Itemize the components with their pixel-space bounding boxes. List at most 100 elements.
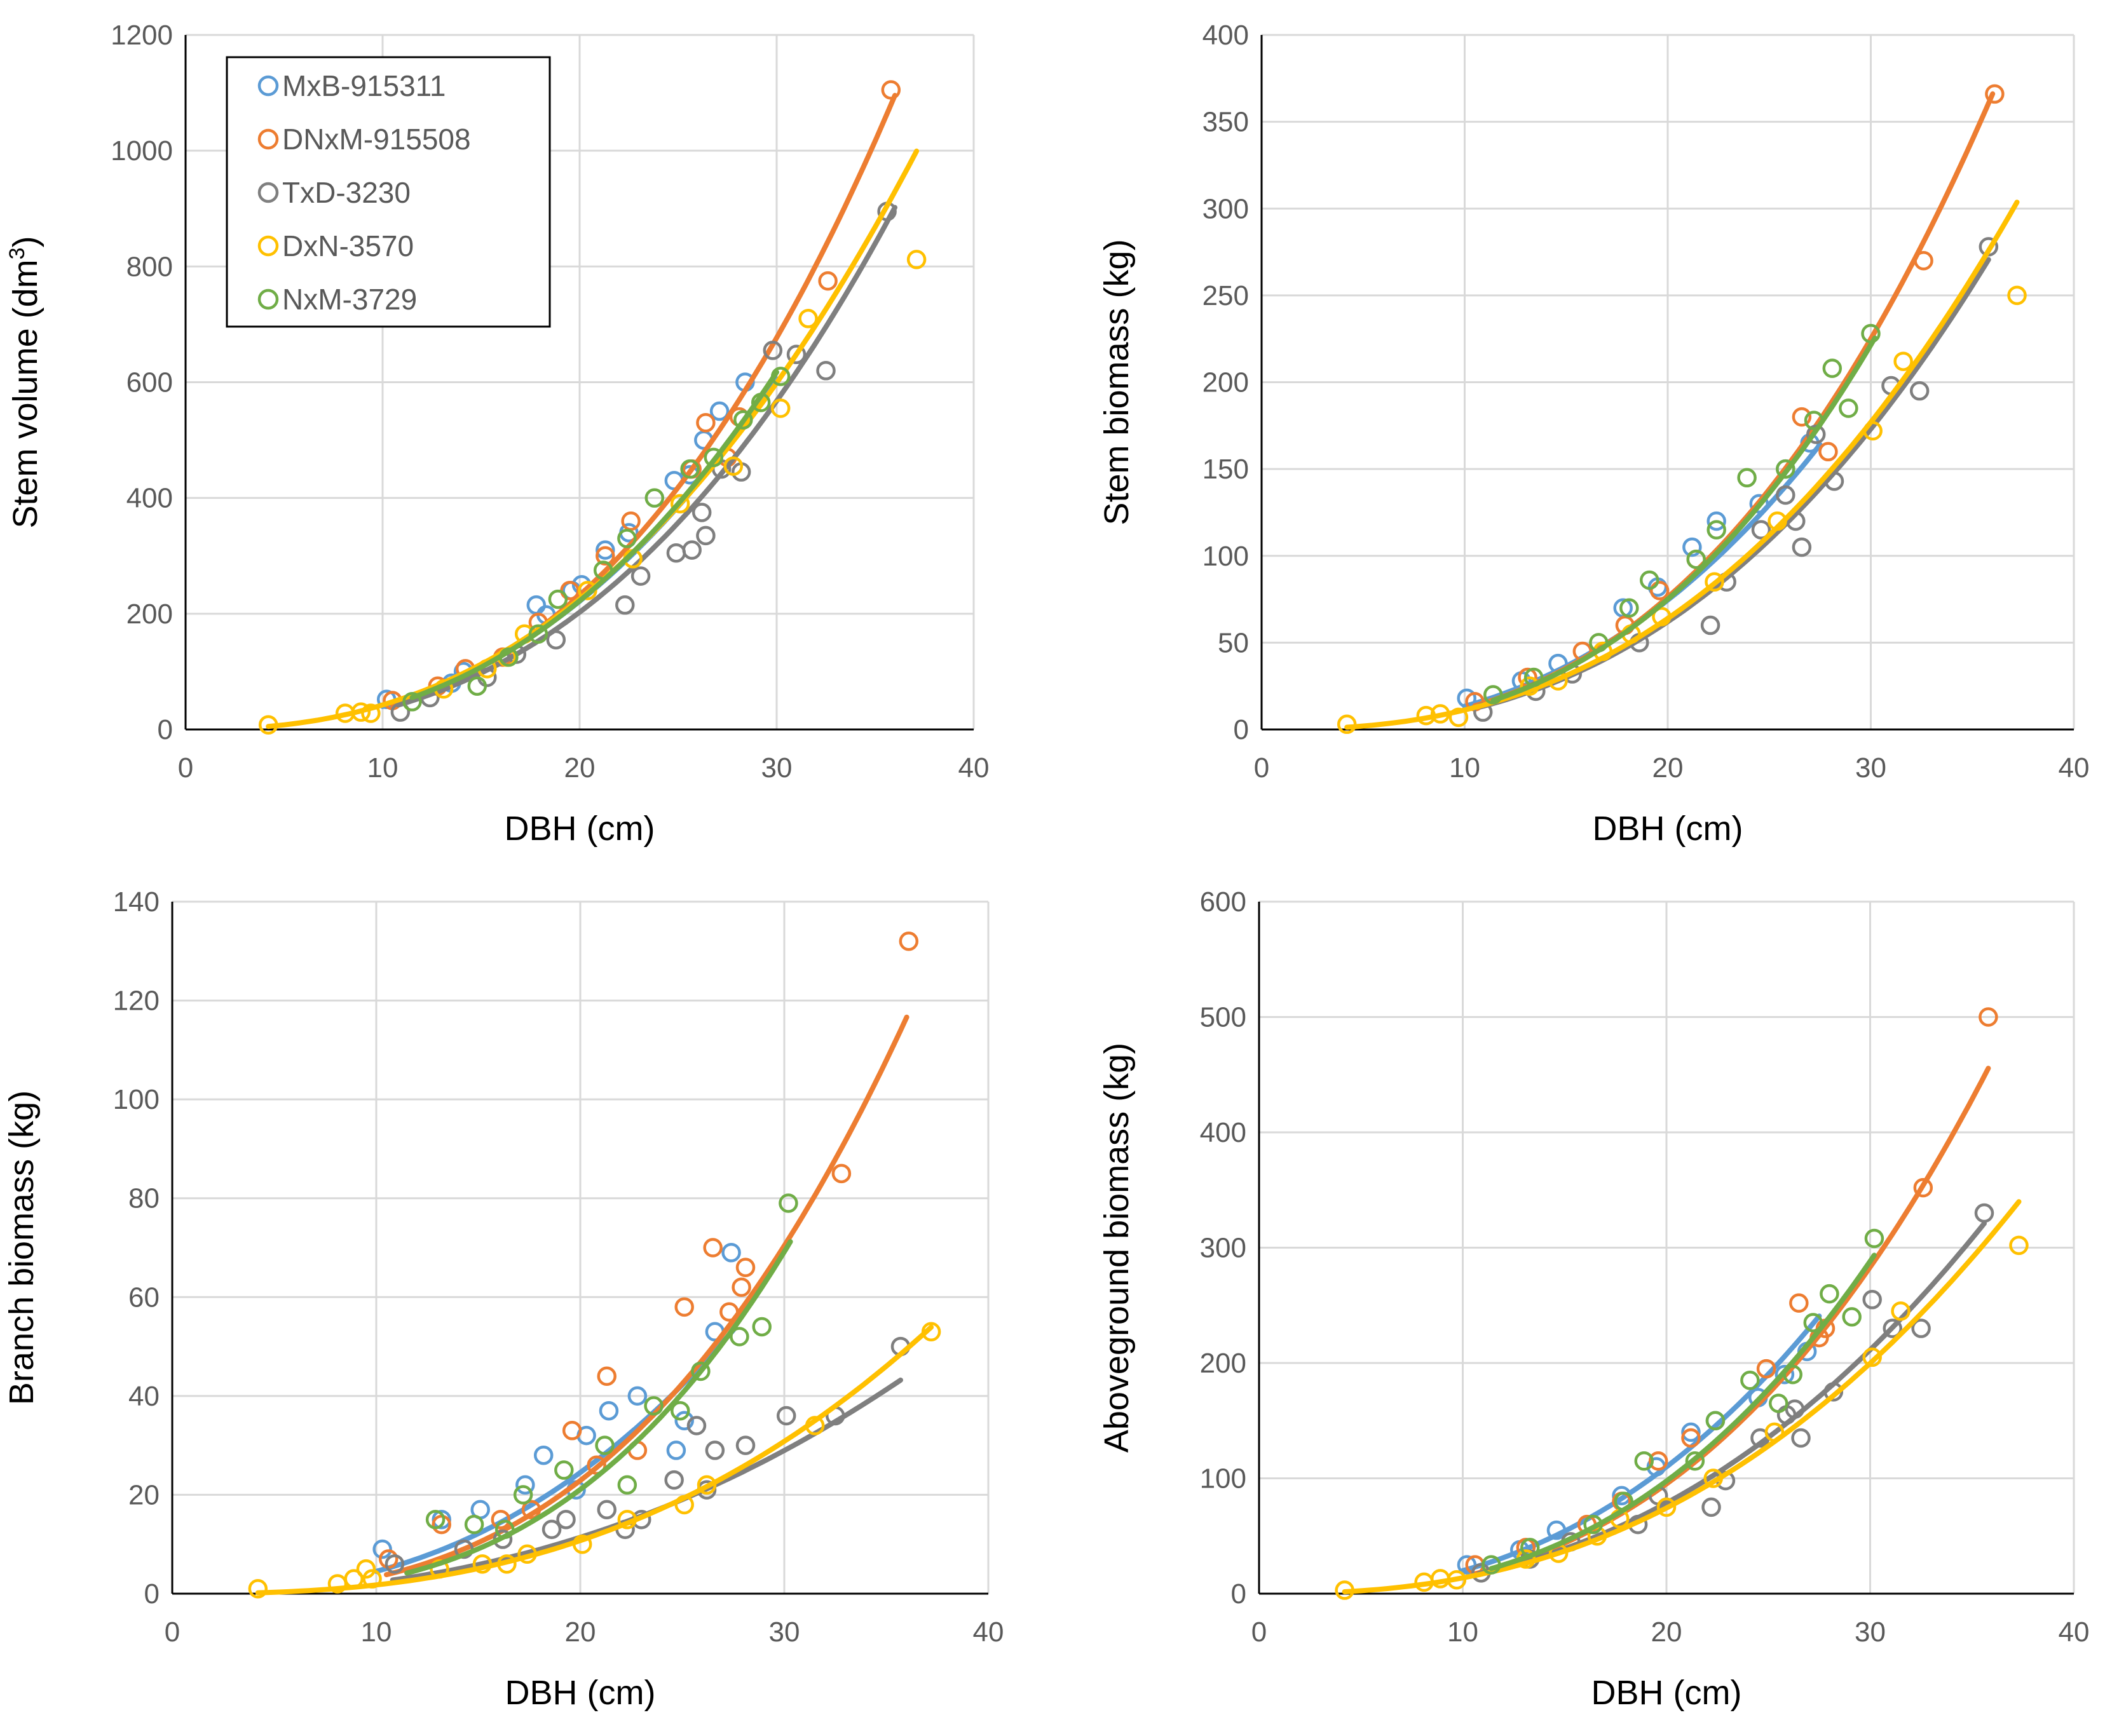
x-tick-label: 40 bbox=[2059, 752, 2090, 783]
y-axis-title-tail: ) bbox=[6, 236, 44, 247]
data-point bbox=[705, 1441, 725, 1460]
data-point bbox=[1891, 1301, 1911, 1321]
y-tick-label: 140 bbox=[113, 886, 160, 918]
data-point bbox=[1686, 549, 1706, 569]
data-point bbox=[1842, 1307, 1862, 1327]
data-point bbox=[248, 1578, 268, 1599]
data-point bbox=[546, 630, 566, 650]
data-point bbox=[2007, 285, 2027, 306]
data-point bbox=[599, 1400, 619, 1421]
data-point bbox=[1792, 407, 1812, 427]
y-tick-label: 40 bbox=[128, 1381, 160, 1412]
data-point bbox=[356, 1559, 376, 1579]
data-point bbox=[390, 702, 411, 722]
data-point bbox=[686, 1416, 707, 1435]
data-point bbox=[572, 1534, 592, 1554]
data-point bbox=[1335, 1580, 1354, 1600]
data-point bbox=[627, 1386, 648, 1406]
data-point bbox=[526, 595, 547, 615]
data-point bbox=[1681, 1422, 1701, 1442]
data-point bbox=[798, 309, 818, 329]
data-point bbox=[494, 1519, 515, 1540]
data-point bbox=[402, 692, 422, 712]
fit-curve-dxn-3570 bbox=[1344, 200, 2020, 730]
data-point bbox=[1634, 1451, 1654, 1471]
data-point bbox=[818, 271, 838, 291]
series-mxb-915311 bbox=[1457, 433, 1823, 709]
data-point bbox=[1911, 1319, 1931, 1338]
data-point bbox=[786, 344, 807, 365]
data-point bbox=[425, 1510, 446, 1529]
data-point bbox=[467, 676, 487, 696]
y-tick-label: 300 bbox=[1200, 1233, 1246, 1264]
data-point bbox=[497, 1554, 517, 1574]
data-point bbox=[1700, 615, 1720, 635]
fit-curve-dnxm-915508 bbox=[384, 1014, 909, 1578]
series-mxb-915311 bbox=[376, 372, 779, 709]
data-point bbox=[513, 1485, 533, 1505]
data-point bbox=[696, 526, 716, 546]
data-point bbox=[1909, 381, 1930, 401]
data-point bbox=[1520, 1538, 1540, 1557]
x-tick-label: 0 bbox=[1251, 1617, 1267, 1648]
data-point bbox=[899, 931, 919, 951]
data-point bbox=[1776, 485, 1795, 505]
legend-marker bbox=[257, 75, 279, 97]
y-tick-label: 100 bbox=[1202, 541, 1249, 572]
data-point bbox=[1656, 1497, 1677, 1517]
y-tick-label: 400 bbox=[1202, 20, 1249, 51]
fit-curve-nxm-3729 bbox=[1490, 336, 1877, 703]
data-point bbox=[2009, 1235, 2029, 1256]
data-point bbox=[362, 1569, 382, 1589]
data-point bbox=[1583, 1514, 1603, 1535]
x-tick-label: 20 bbox=[1651, 1617, 1682, 1648]
x-axis-title: DBH (cm) bbox=[1593, 810, 1743, 848]
data-point bbox=[1822, 358, 1843, 378]
y-tick-label: 250 bbox=[1202, 280, 1249, 311]
series-nxm-3729 bbox=[402, 367, 791, 712]
data-point bbox=[1681, 1428, 1701, 1448]
data-point bbox=[816, 361, 836, 381]
data-point bbox=[703, 1238, 723, 1258]
data-point bbox=[517, 1544, 537, 1564]
data-point bbox=[1614, 1491, 1633, 1512]
y-tick-label: 200 bbox=[1200, 1348, 1246, 1379]
x-tick-label: 30 bbox=[1855, 752, 1886, 783]
gridlines bbox=[1259, 900, 2075, 1594]
legend: MxB-915311 DNxM-915508 TxD-3230 DxN-3570 NxM… bbox=[226, 56, 551, 328]
data-point bbox=[671, 1400, 690, 1421]
y-tick-label: 800 bbox=[126, 251, 173, 282]
chart-panel-branch-biomass: 0 20 40 60 80 100 120 140 0 10 20 30 40 DBH (cm) Branc… bbox=[3, 886, 1004, 1712]
x-axis-title: DBH (cm) bbox=[505, 810, 655, 848]
data-point bbox=[644, 488, 665, 508]
y-tick-label: 100 bbox=[113, 1084, 160, 1115]
y-tick-label: 0 bbox=[1231, 1578, 1246, 1610]
data-point bbox=[554, 1460, 574, 1480]
x-tick-label: 10 bbox=[1449, 752, 1480, 783]
data-point bbox=[763, 341, 783, 360]
x-tick-label: 40 bbox=[973, 1617, 1004, 1648]
x-tick-label: 40 bbox=[958, 752, 990, 783]
data-point bbox=[596, 540, 615, 560]
data-point bbox=[670, 494, 690, 514]
data-point bbox=[593, 560, 613, 580]
data-point bbox=[697, 1475, 717, 1495]
y-tick-label: 80 bbox=[128, 1183, 160, 1214]
fit-curve-nxm-3729 bbox=[404, 1239, 793, 1576]
x-tick-label: 20 bbox=[565, 1617, 596, 1648]
data-point bbox=[597, 1366, 617, 1386]
data-point bbox=[674, 1495, 694, 1515]
y-axis-title-superscript: 3 bbox=[5, 247, 29, 259]
series-txd-3230 bbox=[1473, 237, 1999, 722]
data-point bbox=[596, 546, 615, 566]
data-point bbox=[617, 529, 637, 548]
data-point bbox=[1706, 511, 1726, 531]
data-point bbox=[1785, 1399, 1805, 1419]
data-point bbox=[644, 1396, 664, 1416]
x-tick-label: 20 bbox=[1652, 752, 1684, 783]
data-point bbox=[1737, 468, 1757, 488]
x-tick-label: 0 bbox=[165, 1617, 180, 1648]
y-tick-label: 20 bbox=[128, 1479, 160, 1510]
data-point bbox=[1862, 1347, 1882, 1367]
legend-marker bbox=[257, 128, 279, 150]
